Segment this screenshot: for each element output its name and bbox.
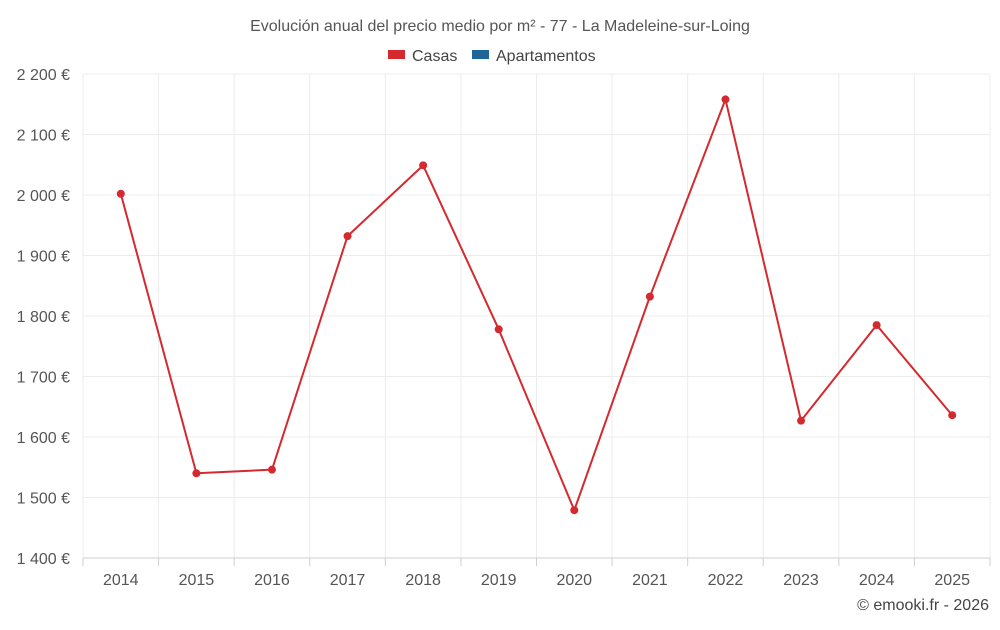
x-tick-label: 2016 — [254, 572, 290, 589]
x-tick-label: 2022 — [708, 572, 744, 589]
data-point-casas-2024[interactable] — [872, 321, 881, 330]
y-tick-label: 1 600 € — [17, 430, 70, 447]
legend-label-apartamentos[interactable]: Apartamentos — [496, 48, 596, 65]
series-lines — [119, 98, 953, 512]
legend-swatch-apartamentos[interactable] — [472, 50, 489, 59]
data-point-casas-2015[interactable] — [192, 469, 201, 478]
data-point-casas-2019[interactable] — [494, 325, 503, 334]
y-tick-label: 1 900 € — [17, 249, 70, 266]
x-tick-label: 2021 — [632, 572, 668, 589]
y-tick-label: 2 100 € — [17, 128, 70, 145]
y-tick-label: 2 000 € — [17, 188, 70, 205]
x-tick-label: 2015 — [179, 572, 215, 589]
data-point-casas-2014[interactable] — [116, 189, 125, 198]
y-tick-label: 2 200 € — [17, 67, 70, 84]
data-point-casas-2018[interactable] — [419, 161, 428, 170]
y-tick-label: 1 700 € — [17, 370, 70, 387]
data-point-casas-2025[interactable] — [948, 411, 957, 420]
data-point-casas-2023[interactable] — [797, 416, 806, 425]
data-point-casas-2020[interactable] — [570, 506, 579, 515]
x-tick-label: 2014 — [103, 572, 139, 589]
y-tick-label: 1 800 € — [17, 309, 70, 326]
x-axis-ticks: 2014 2015 2016 2017 2018 2019 2020 2021 2022 2023… — [82, 558, 991, 589]
x-tick-label: 2019 — [481, 572, 517, 589]
data-point-casas-2021[interactable] — [645, 292, 654, 301]
x-tick-label: 2024 — [859, 572, 895, 589]
series-line-casas — [119, 98, 953, 512]
legend-label-casas[interactable]: Casas — [412, 48, 457, 65]
data-point-casas-2017[interactable] — [343, 232, 352, 241]
y-axis-ticks: 1 400 € 1 500 € 1 600 € 1 700 € 1 800 € 1 900… — [17, 67, 70, 568]
chart-title: Evolución anual del precio medio por m² … — [250, 18, 750, 35]
x-tick-label: 2018 — [405, 572, 441, 589]
x-tick-label: 2023 — [783, 572, 819, 589]
legend-swatch-casas[interactable] — [388, 50, 405, 59]
data-point-casas-2016[interactable] — [267, 465, 276, 474]
x-tick-label: 2017 — [330, 572, 366, 589]
y-tick-label: 1 500 € — [17, 491, 70, 508]
legend[interactable]: Casas Apartamentos — [388, 48, 596, 65]
data-point-casas-2022[interactable] — [721, 95, 730, 104]
credit-text: © emooki.fr - 2026 — [857, 597, 989, 614]
x-tick-label: 2020 — [556, 572, 592, 589]
y-tick-label: 1 400 € — [17, 551, 70, 568]
series-points[interactable] — [116, 95, 957, 515]
x-tick-label: 2025 — [934, 572, 970, 589]
x-gridlines — [82, 74, 991, 558]
